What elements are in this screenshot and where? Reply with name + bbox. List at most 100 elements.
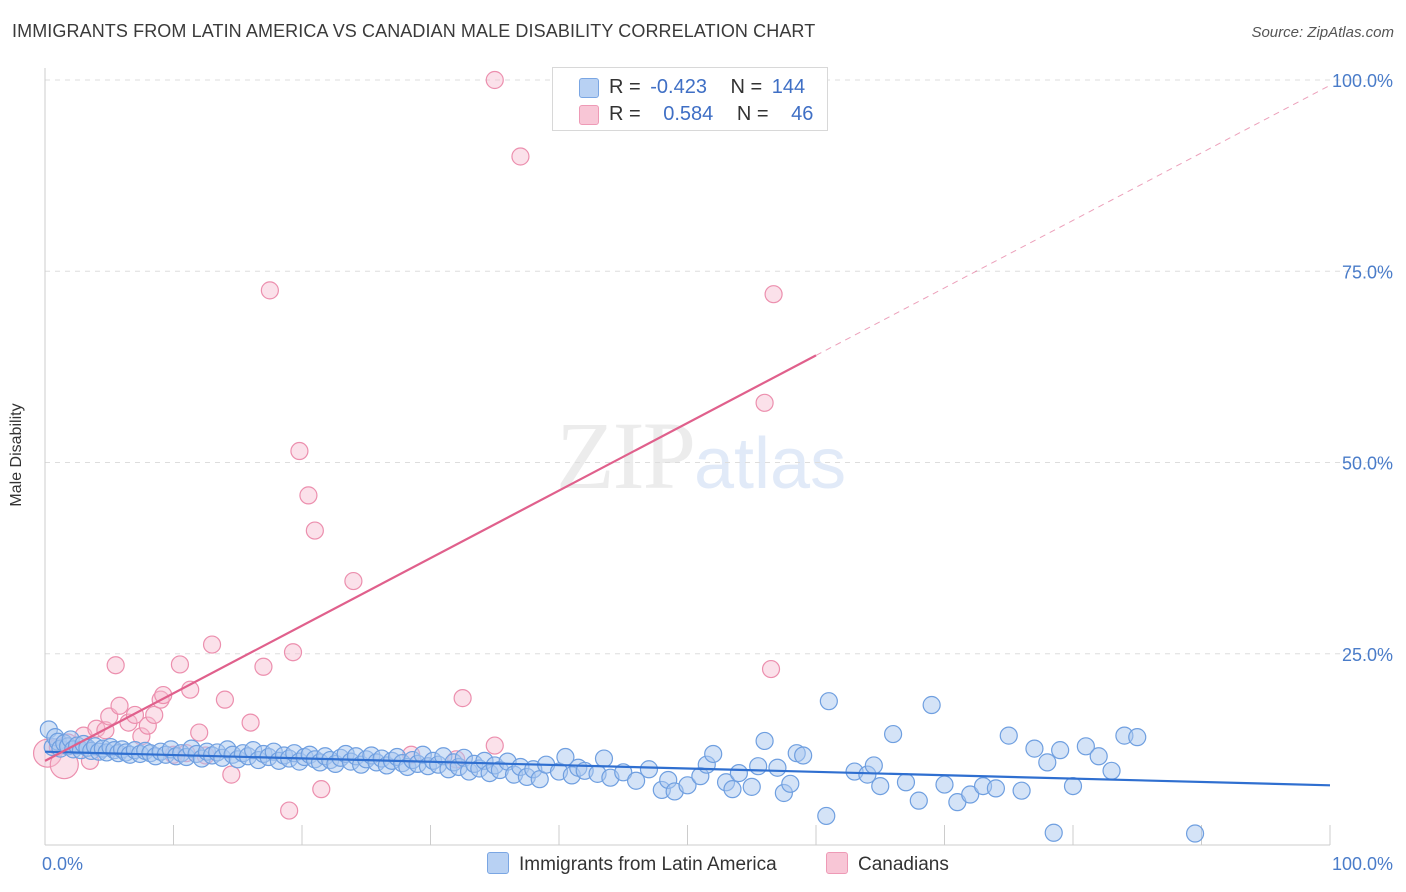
y-tick-label: 50.0% xyxy=(1342,454,1393,474)
canadians-point xyxy=(305,521,324,540)
latin-america-point xyxy=(1038,753,1057,772)
latin-america-point xyxy=(1051,741,1070,760)
n-label: N = xyxy=(736,103,769,125)
latin-america-point xyxy=(1063,776,1083,796)
latin-america-point xyxy=(594,749,614,768)
watermark: ZIPatlas xyxy=(556,400,846,511)
latin-america-point xyxy=(1044,823,1063,842)
latin-america-point xyxy=(704,744,723,764)
canadians-trend-line xyxy=(44,354,817,762)
latin-america-point xyxy=(729,763,749,783)
latin-america-point xyxy=(935,775,954,794)
canadians-point xyxy=(260,281,279,300)
latin-america-point xyxy=(723,780,742,799)
legend-row-text: R = 0.584 N = 46 xyxy=(609,101,813,127)
latin-america-trend-line xyxy=(44,750,1331,787)
latin-america-point xyxy=(755,731,774,751)
canadians-point xyxy=(215,690,234,709)
canadians-point xyxy=(254,657,273,676)
correlation-legend: R = -0.423 N = 144 R = 0.584 N = 46 xyxy=(552,67,828,131)
canadians-point xyxy=(202,635,222,654)
latin-america-point xyxy=(639,760,659,779)
latin-america-point xyxy=(614,763,633,782)
x-tick-label: 100.0% xyxy=(1332,854,1393,874)
canadians-point xyxy=(190,723,209,742)
legend-swatch-pink xyxy=(826,852,848,874)
latin-america-point xyxy=(817,806,836,826)
canadians-point xyxy=(170,655,190,674)
latin-america-point xyxy=(742,777,761,796)
canadians-point xyxy=(344,571,363,591)
latin-america-point xyxy=(1012,781,1031,800)
latin-america-point xyxy=(1128,728,1147,747)
r-value: -0.423 xyxy=(650,76,707,98)
latin-america-point xyxy=(1102,761,1121,780)
canadians-point xyxy=(138,716,157,735)
latin-america-point xyxy=(986,779,1006,798)
canadians-point xyxy=(110,696,129,715)
canadians-trend-extension xyxy=(815,84,1331,356)
canadians-point xyxy=(290,441,309,461)
latin-america-point xyxy=(922,695,941,715)
canadians-point xyxy=(761,659,781,679)
latin-america-point xyxy=(883,724,903,744)
r-value: 0.584 xyxy=(663,103,714,125)
r-label: R = xyxy=(609,103,641,125)
canadians-point xyxy=(312,780,331,799)
legend-swatch-blue xyxy=(579,78,599,98)
canadians-point xyxy=(485,736,504,755)
y-tick-label: 25.0% xyxy=(1342,645,1393,665)
latin-america-point xyxy=(768,758,787,777)
legend-label: Canadians xyxy=(858,854,949,875)
canadians-point xyxy=(222,765,241,784)
legend-swatch-pink xyxy=(579,105,599,125)
n-value: 46 xyxy=(791,103,814,125)
latin-america-point xyxy=(864,756,883,775)
legend-row-text: R = -0.423 N = 144 xyxy=(609,74,805,100)
canadians-point xyxy=(280,801,299,820)
canadians-point xyxy=(145,705,164,725)
x-tick-label: 0.0% xyxy=(42,854,83,874)
latin-america-point xyxy=(749,757,768,776)
latin-america-points xyxy=(39,692,1205,843)
canadians-point xyxy=(511,147,530,166)
axes xyxy=(44,68,1331,846)
canadians-point xyxy=(283,643,303,662)
canadians-point xyxy=(764,285,783,304)
canadians-point xyxy=(453,689,472,708)
latin-america-point xyxy=(1025,739,1044,758)
latin-america-point xyxy=(871,776,890,796)
trend-lines xyxy=(44,84,1331,787)
r-label: R = xyxy=(609,76,641,98)
canadians-point xyxy=(241,713,260,732)
n-label: N = xyxy=(730,76,763,98)
legend-item-canadians: Canadians xyxy=(826,852,949,876)
latin-america-point xyxy=(678,776,697,795)
latin-america-point xyxy=(626,771,646,790)
latin-america-point xyxy=(909,791,928,810)
watermark-atlas: atlas xyxy=(694,424,847,504)
latin-america-point xyxy=(896,773,916,792)
legend-label: Immigrants from Latin America xyxy=(519,854,777,875)
latin-america-point xyxy=(781,774,800,793)
latin-america-point xyxy=(794,746,813,765)
y-tick-label: 100.0% xyxy=(1332,71,1393,91)
tick-labels: 25.0% 50.0% 75.0% 100.0% 0.0% 100.0% xyxy=(42,71,1393,874)
latin-america-point xyxy=(1089,747,1108,766)
latin-america-point xyxy=(961,785,980,804)
canadians-point xyxy=(755,393,774,412)
n-value: 144 xyxy=(771,76,806,98)
legend-item-latin-america: Immigrants from Latin America xyxy=(487,852,777,876)
legend-swatch-blue xyxy=(487,852,509,874)
latin-america-point xyxy=(999,726,1018,745)
canadians-point xyxy=(106,656,125,675)
y-tick-label: 75.0% xyxy=(1342,262,1393,282)
latin-america-point xyxy=(1076,737,1095,756)
chart-title: IMMIGRANTS FROM LATIN AMERICA VS CANADIA… xyxy=(12,21,816,41)
latin-america-point xyxy=(1185,824,1205,843)
latin-america-point xyxy=(819,692,838,711)
grid-lines xyxy=(45,79,1392,655)
canadians-point xyxy=(485,70,504,90)
canadians-point xyxy=(299,486,318,505)
